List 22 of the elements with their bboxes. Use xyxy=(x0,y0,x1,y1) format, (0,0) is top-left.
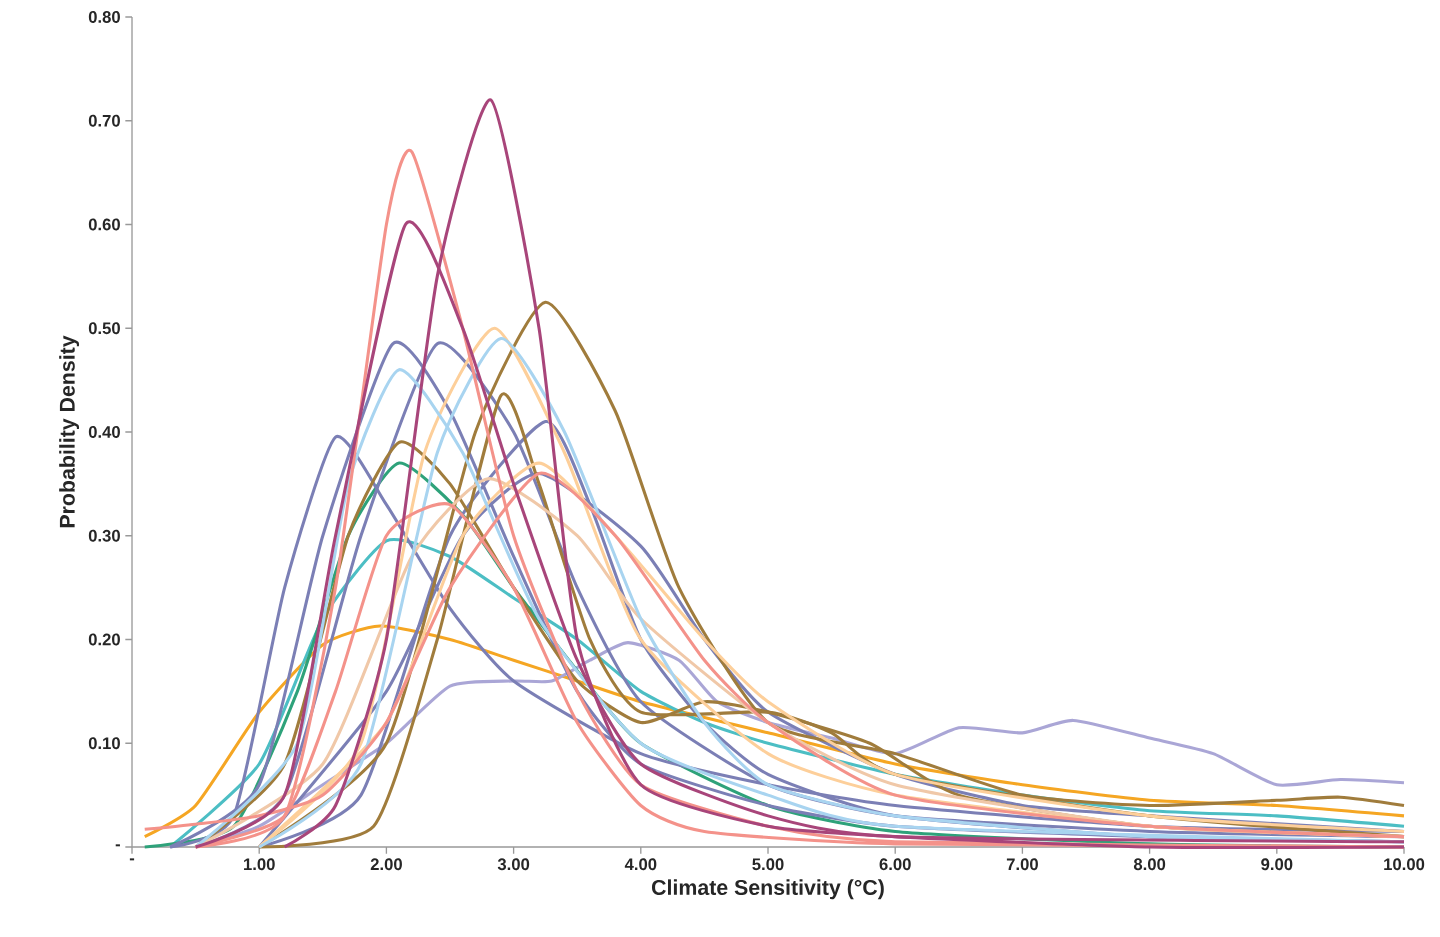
x-tick-label: 9.00 xyxy=(1261,858,1293,871)
x-tick-label: 8.00 xyxy=(1133,858,1166,871)
x-tick-label: 10.00 xyxy=(1384,858,1425,871)
x-tick-label: 1.00 xyxy=(244,858,275,871)
y-tick-label: - xyxy=(115,844,120,847)
y-axis-title: Probability Density xyxy=(59,335,80,528)
y-tick-label: 0.30 xyxy=(88,529,120,542)
y-tick-label: 0.50 xyxy=(88,322,120,335)
x-tick-label: 2.00 xyxy=(370,858,402,871)
x-tick-label: 7.00 xyxy=(1006,858,1038,871)
y-tick-label: 0.20 xyxy=(88,633,120,646)
x-tick-label: 4.00 xyxy=(624,858,657,871)
x-tick-label: 5.00 xyxy=(752,858,784,871)
x-tick-label: 6.00 xyxy=(879,858,911,871)
y-tick-label: 0.40 xyxy=(88,426,120,438)
y-tick-label: 0.60 xyxy=(88,218,120,231)
y-tick-label: 0.10 xyxy=(88,737,120,750)
y-tick-label: 0.80 xyxy=(88,11,120,23)
x-tick-label: 3.00 xyxy=(497,858,530,871)
x-tick-label: - xyxy=(129,858,135,861)
y-tick-label: 0.70 xyxy=(88,114,120,127)
x-axis-title: Climate Sensitivity (°C) xyxy=(652,879,884,900)
